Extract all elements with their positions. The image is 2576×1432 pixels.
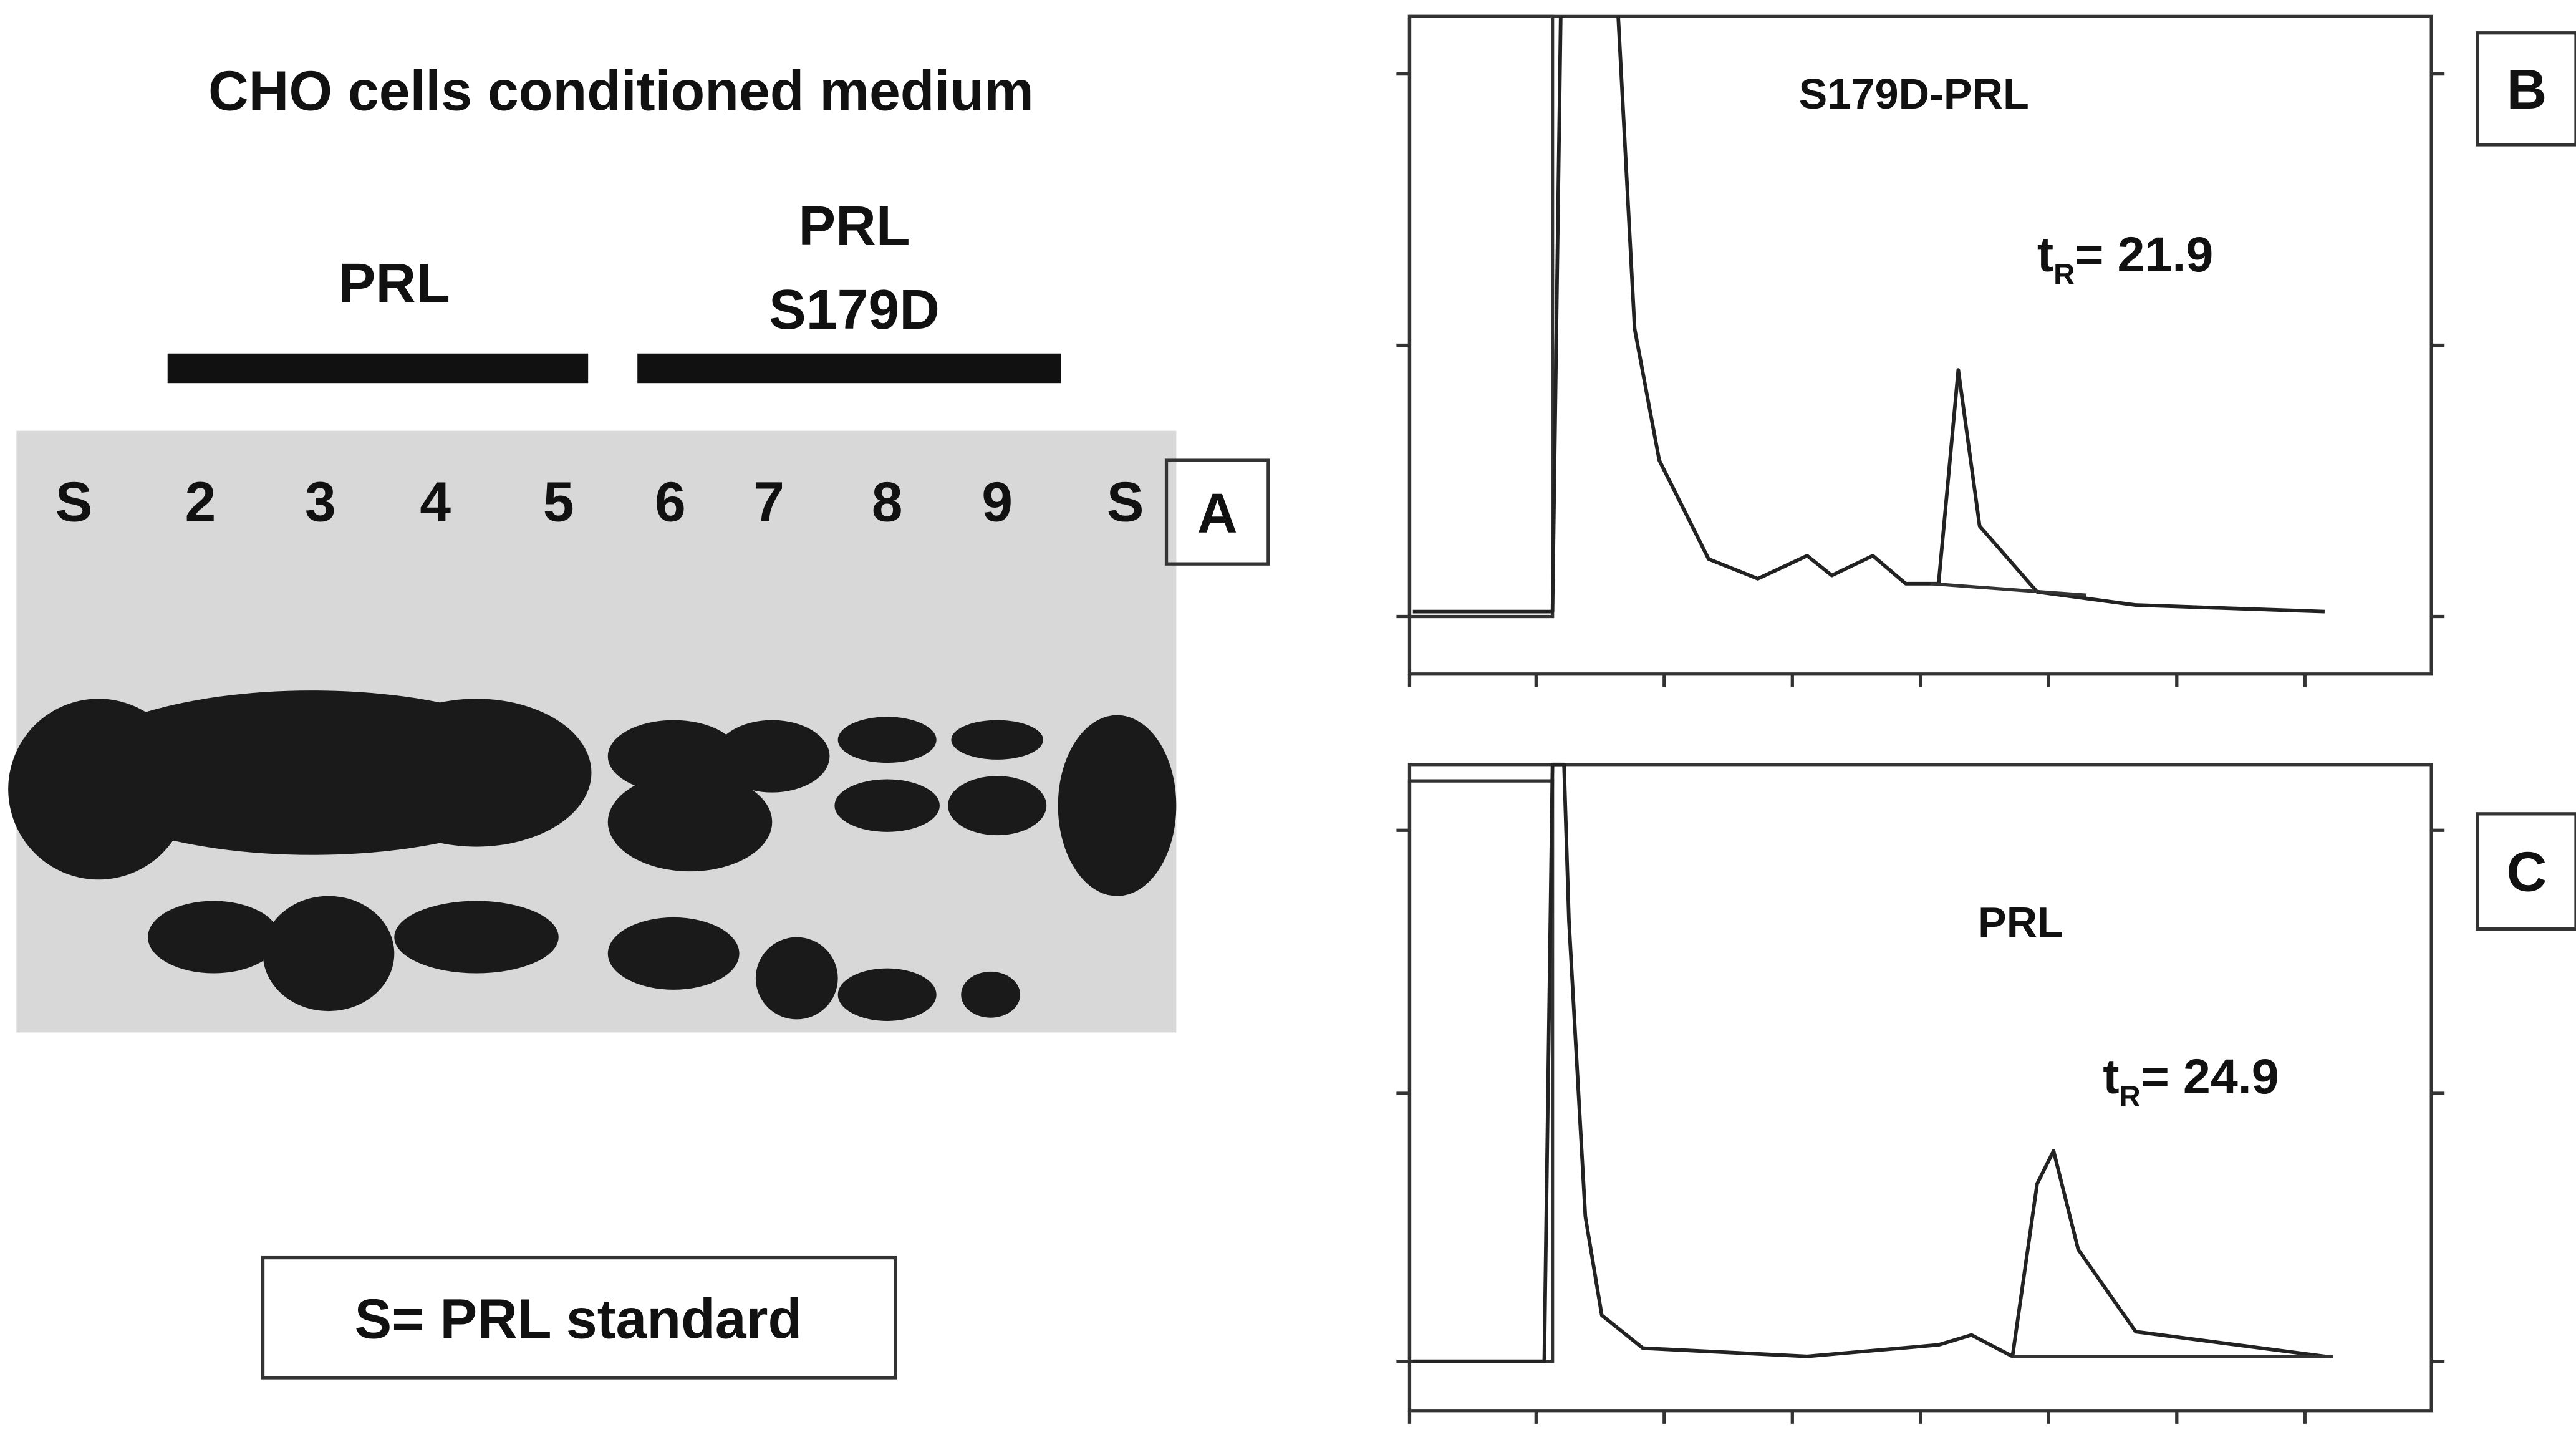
inset-box (1407, 14, 1555, 619)
retention-value: = 24.9 (2141, 1048, 2279, 1104)
lane-label: 6 (655, 471, 686, 533)
group-bar (167, 353, 589, 384)
band (1058, 715, 1177, 896)
axis-ticks (1396, 72, 2445, 687)
panel-a-title: CHO cells conditioned medium (208, 60, 1034, 122)
retention-label: tR= 24.9 (2103, 1048, 2279, 1113)
group-label: S179D (769, 278, 940, 341)
lane-label: S (1107, 471, 1144, 533)
legend-box (261, 1255, 897, 1380)
panel-label-box (1164, 458, 1270, 566)
band (263, 896, 395, 1012)
band (948, 776, 1047, 836)
panel-label: C (2507, 841, 2547, 903)
retention-symbol: t (2037, 226, 2053, 282)
panel-label: A (1197, 482, 1238, 544)
band (755, 937, 838, 1020)
band (607, 917, 740, 990)
band (837, 968, 937, 1021)
band (361, 699, 592, 847)
retention-subscript: R (2120, 1080, 2141, 1113)
retention-label: tR= 21.9 (2037, 226, 2213, 291)
band (834, 779, 940, 832)
lane-label: 5 (543, 471, 574, 533)
retention-value: = 21.9 (2075, 226, 2213, 282)
group-label: PRL (339, 252, 450, 314)
band (715, 720, 830, 793)
panel-label-box (2476, 31, 2576, 147)
sample-label: PRL (1978, 899, 2063, 947)
lane-label: S (55, 471, 93, 533)
band (607, 772, 773, 872)
band (148, 901, 279, 974)
inset-box (1407, 779, 1555, 1363)
lane-label: 9 (982, 471, 1013, 533)
lane-label: 4 (420, 471, 451, 533)
lane-label: 3 (305, 471, 336, 533)
sample-label: S179D-PRL (1799, 70, 2029, 118)
chromatogram-trace (1412, 762, 2325, 1363)
legend: S= PRL standard (355, 1288, 803, 1350)
lane-label: 8 (872, 471, 903, 533)
band (961, 971, 1021, 1018)
axis-ticks (1396, 828, 2445, 1424)
panel-label: B (2507, 58, 2547, 120)
band (951, 720, 1043, 760)
retention-symbol: t (2103, 1048, 2119, 1104)
panel-label-box (2476, 812, 2576, 931)
retention-subscript: R (2053, 258, 2075, 291)
chromatogram-trace (1412, 16, 2325, 614)
lane-label: 2 (185, 471, 216, 533)
group-label: PRL (798, 195, 910, 257)
lane-label: 7 (753, 471, 784, 533)
lane-labels: S 2 3 4 5 6 7 8 9 S (55, 471, 1144, 533)
band (394, 901, 559, 974)
gel-bands (8, 690, 1177, 1021)
group-bar (637, 353, 1061, 384)
band (837, 717, 937, 763)
